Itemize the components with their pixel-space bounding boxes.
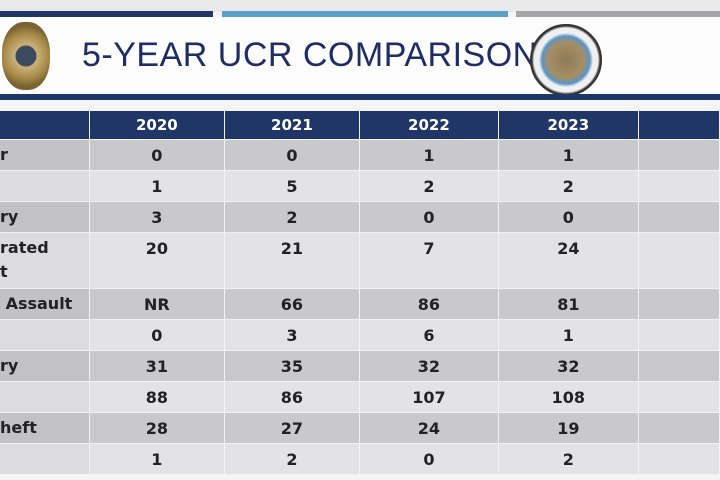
value-cell: 88 [90,382,225,412]
value-cell: 1 [360,140,499,170]
value-cell: 31 [90,351,225,381]
row-label-cell [0,444,91,474]
row-label: ry [0,207,19,226]
value-cell: 0 [360,202,499,232]
accent-stripe-navy [0,11,213,17]
value-cell: 5 [224,171,361,201]
value-cell-cut-off [639,382,720,412]
value-cell: 1 [498,140,640,170]
table-row: rated t 20 21 7 24 [0,233,720,289]
value-cell-cut-off [639,171,720,201]
row-label-cell: ry [0,202,91,232]
value-cell: 7 [360,233,499,288]
row-label-cell [0,171,91,201]
table-row: Assault NR 66 86 81 [0,289,720,320]
table-row: 88 86 107 108 [0,382,720,413]
header-cell: 2021 [224,111,361,139]
value-cell: 86 [224,382,361,412]
value-cell-cut-off [639,289,720,319]
header-cell: 2022 [360,111,499,139]
value-cell: 20 [90,233,225,288]
table-row: ry 3 2 0 0 [0,202,720,233]
value-cell: NR [90,289,225,319]
value-cell-cut-off [639,444,720,474]
row-label-cell: ry [0,351,91,381]
value-cell: 107 [360,382,499,412]
row-label-cell [0,382,91,412]
value-cell: 1 [90,444,225,474]
value-cell: 2 [498,171,640,201]
value-cell: 6 [360,320,499,350]
value-cell: 35 [224,351,361,381]
value-cell: 0 [90,320,225,350]
value-cell: 3 [224,320,361,350]
header-cell: 2 [639,111,720,139]
row-label-cell: Assault [0,289,91,319]
value-cell: 24 [360,413,499,443]
row-label: rated t [0,238,49,281]
ucr-comparison-table: 2020 2021 2022 2023 2 r00111522ry3200rat… [0,111,720,475]
value-cell: 24 [498,233,640,288]
accent-stripe-blue [222,11,508,17]
value-cell: 0 [498,202,640,232]
value-cell: 108 [498,382,640,412]
value-cell: 2 [224,444,361,474]
top-band [0,0,720,12]
value-cell: 32 [360,351,499,381]
row-label: heft [0,418,37,437]
table-row: heft 28 27 24 19 [0,413,720,444]
row-label-cell [0,320,91,350]
value-cell-cut-off [639,351,720,381]
value-cell: 2 [360,171,499,201]
header-cell: 2020 [90,111,225,139]
value-cell-cut-off [639,140,720,170]
slide-title: 5-YEAR UCR COMPARISON [82,36,538,74]
value-cell: 3 [90,202,225,232]
value-cell: 0 [360,444,499,474]
city-seal-logo [530,24,602,96]
value-cell: 32 [498,351,640,381]
value-cell: 66 [224,289,361,319]
header-cell: 2023 [498,111,640,139]
police-badge-logo [2,22,50,90]
row-label: ry [0,356,19,375]
value-cell: 21 [224,233,361,288]
value-cell: 2 [498,444,640,474]
row-label: r [0,145,8,164]
value-cell-cut-off [639,320,720,350]
value-cell: 0 [224,140,361,170]
header-cell [0,111,91,139]
value-cell: 27 [224,413,361,443]
value-cell: 1 [498,320,640,350]
accent-stripe-gray [516,11,720,17]
value-cell: 86 [360,289,499,319]
value-cell: 0 [90,140,225,170]
value-cell-cut-off [639,233,720,288]
row-label-cell: r [0,140,91,170]
row-label: Assault [0,294,73,313]
table-header-row: 2020 2021 2022 2023 2 [0,111,720,140]
value-cell: 2 [224,202,361,232]
row-label-cell: heft [0,413,91,443]
value-cell-cut-off [639,413,720,443]
header-divider [0,94,720,100]
value-cell: 1 [90,171,225,201]
value-cell: 28 [90,413,225,443]
value-cell: 81 [498,289,640,319]
row-label-cell: rated t [0,233,91,288]
value-cell-cut-off [639,202,720,232]
table-row: ry 31 35 32 32 [0,351,720,382]
value-cell: 19 [498,413,640,443]
